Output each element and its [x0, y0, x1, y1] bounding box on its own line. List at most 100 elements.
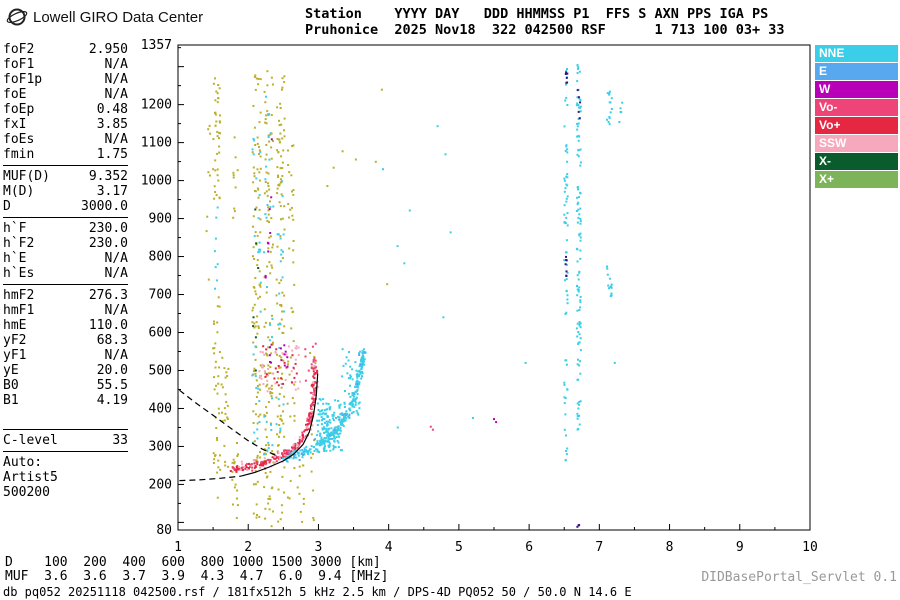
svg-text:1357: 1357 — [141, 38, 172, 53]
svg-text:300: 300 — [149, 439, 172, 454]
giro-globe-icon — [6, 8, 28, 26]
legend-vo-: Vo+ — [815, 117, 898, 134]
svg-text:1200: 1200 — [141, 98, 172, 113]
svg-text:8: 8 — [666, 540, 674, 555]
param-label: C-level — [3, 433, 58, 448]
plot-axes: 1357120011001000900800700600500400300200… — [141, 38, 818, 555]
param-label: h`F — [3, 221, 27, 236]
param-row-h-e: h`E N/A — [3, 251, 128, 266]
param-row-artist5: Artist5 — [3, 470, 128, 485]
param-value: 1.75 — [96, 147, 128, 162]
param-label: M(D) — [3, 184, 35, 199]
svg-text:400: 400 — [149, 401, 172, 416]
station-header-values: Pruhonice 2025 Nov18 322 042500 RSF 1 71… — [305, 22, 785, 38]
param-label: h`E — [3, 251, 27, 266]
station-header-columns: Station YYYY DAY DDD HHMMSS P1 FFS S AXN… — [305, 6, 769, 22]
legend-ssw: SSW — [815, 135, 898, 152]
param-value: N/A — [104, 251, 128, 266]
param-value: 3.17 — [96, 184, 128, 199]
param-row-h-f2: h`F2 230.0 — [3, 236, 128, 251]
param-row-m-d-: M(D) 3.17 — [3, 184, 128, 199]
param-row-d: D 3000.0 — [3, 199, 128, 214]
param-value: 3000.0 — [81, 199, 128, 214]
param-row-fxi: fxI 3.85 — [3, 117, 128, 132]
svg-text:200: 200 — [149, 477, 172, 492]
param-row-foep: foEp 0.48 — [3, 102, 128, 117]
param-label: foF1p — [3, 72, 43, 87]
param-row-yf1: yF1 N/A — [3, 348, 128, 363]
svg-text:1100: 1100 — [141, 136, 172, 151]
svg-text:9: 9 — [736, 540, 744, 555]
muf-values-row: MUF 3.6 3.6 3.7 3.9 4.3 4.7 6.0 9.4 [MHz… — [5, 569, 389, 584]
legend-x-: X- — [815, 153, 898, 170]
param-value: N/A — [104, 266, 128, 281]
svg-text:6: 6 — [525, 540, 533, 555]
param-label: foEp — [3, 102, 35, 117]
param-label: yE — [3, 363, 19, 378]
servlet-version: DIDBasePortal_Servlet 0.1 — [701, 570, 897, 585]
param-label: yF1 — [3, 348, 27, 363]
parameter-panel: foF2 2.950 foF1 N/A foF1p N/A foE N/A foEp 0.48 fx… — [3, 42, 128, 500]
svg-text:7: 7 — [595, 540, 603, 555]
legend-x-: X+ — [815, 171, 898, 188]
param-value: 276.3 — [88, 288, 128, 303]
svg-text:600: 600 — [149, 326, 172, 341]
svg-text:1: 1 — [174, 540, 182, 555]
param-label: hmE — [3, 318, 27, 333]
param-value: 3.85 — [96, 117, 128, 132]
svg-text:4: 4 — [385, 540, 393, 555]
brand-title: Lowell GIRO Data Center — [33, 8, 204, 26]
svg-text:800: 800 — [149, 250, 172, 265]
param-label: hmF1 — [3, 303, 35, 318]
param-divider — [3, 217, 128, 218]
param-row-foes: foEs N/A — [3, 132, 128, 147]
param-divider — [3, 284, 128, 285]
direction-legend: NNE E W Vo- Vo+ SSW X- X+ — [815, 45, 898, 189]
svg-text:2: 2 — [244, 540, 252, 555]
param-value: N/A — [104, 87, 128, 102]
station-header: Station YYYY DAY DDD HHMMSS P1 FFS S AXN… — [305, 6, 785, 38]
param-label: foF1 — [3, 57, 35, 72]
param-value: N/A — [104, 348, 128, 363]
param-value: 68.3 — [96, 333, 128, 348]
param-value: 9.352 — [88, 169, 128, 184]
param-row-hmf1: hmF1 N/A — [3, 303, 128, 318]
param-row-fmin: fmin 1.75 — [3, 147, 128, 162]
param-label: h`Es — [3, 266, 35, 281]
param-label: Auto: — [3, 455, 43, 470]
param-label: 500200 — [3, 485, 50, 500]
param-value: 33 — [112, 433, 128, 448]
param-divider — [3, 165, 128, 166]
legend-w: W — [815, 81, 898, 98]
param-divider — [3, 451, 128, 452]
param-value: N/A — [104, 303, 128, 318]
param-label: B0 — [3, 378, 19, 393]
param-row-fof1: foF1 N/A — [3, 57, 128, 72]
param-label: foF2 — [3, 42, 35, 57]
param-row-b1: B1 4.19 — [3, 393, 128, 408]
param-row-c-level: C-level 33 — [3, 433, 128, 448]
param-value: N/A — [104, 57, 128, 72]
param-row-fof1p: foF1p N/A — [3, 72, 128, 87]
param-label: MUF(D) — [3, 169, 50, 184]
param-label: hmF2 — [3, 288, 35, 303]
param-row-hmf2: hmF2 276.3 — [3, 288, 128, 303]
param-row-foe: foE N/A — [3, 87, 128, 102]
param-value: 2.950 — [88, 42, 128, 57]
d-muf-table: D 100 200 400 600 800 1000 1500 3000 [km… — [5, 556, 389, 584]
lowell-giro-brand: Lowell GIRO Data Center — [6, 6, 203, 28]
param-row-500200: 500200 — [3, 485, 128, 500]
param-row-yf2: yF2 68.3 — [3, 333, 128, 348]
param-row-h-f: h`F 230.0 — [3, 221, 128, 236]
param-label: h`F2 — [3, 236, 35, 251]
param-label: fmin — [3, 147, 35, 162]
svg-text:10: 10 — [802, 540, 818, 555]
svg-text:80: 80 — [156, 523, 172, 538]
svg-text:700: 700 — [149, 288, 172, 303]
svg-text:5: 5 — [455, 540, 463, 555]
param-row-fof2: foF2 2.950 — [3, 42, 128, 57]
param-divider — [3, 429, 128, 430]
param-value: 110.0 — [88, 318, 128, 333]
param-row-ye: yE 20.0 — [3, 363, 128, 378]
